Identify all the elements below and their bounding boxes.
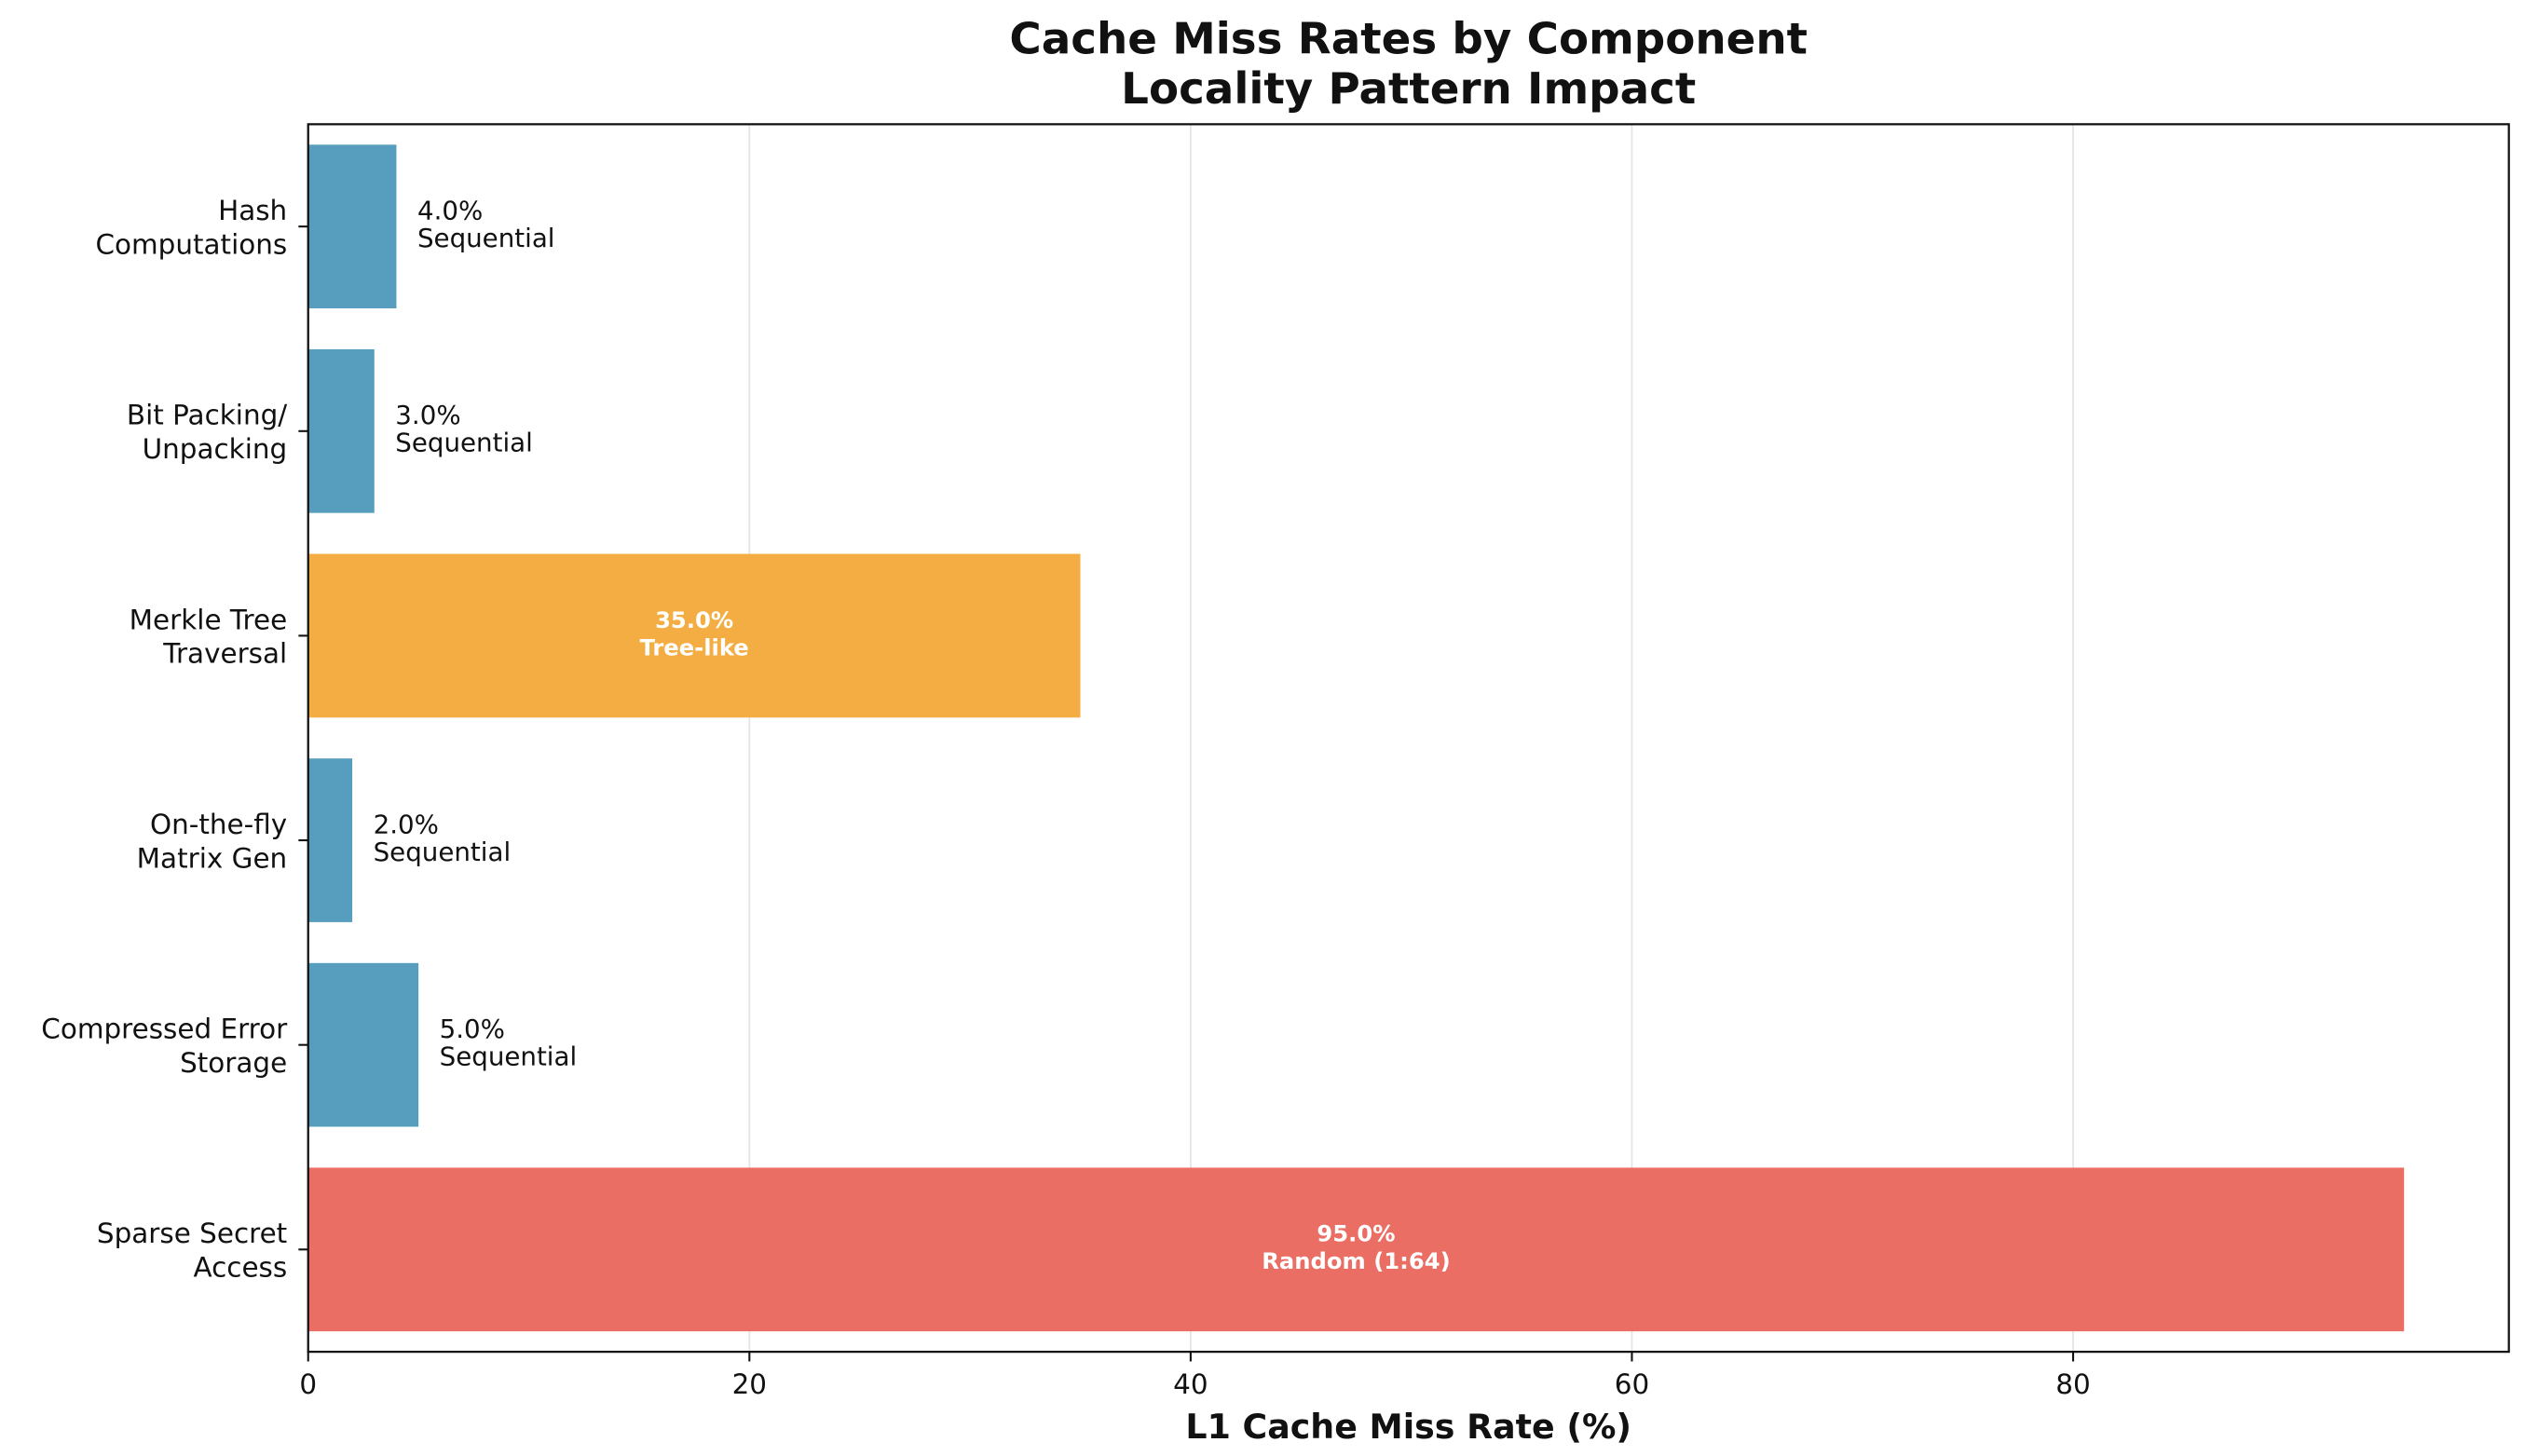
y-tick-label: Sparse Secret — [97, 1218, 287, 1249]
y-tick-label: Matrix Gen — [137, 842, 288, 874]
pattern-label: Sequential — [417, 223, 555, 253]
x-axis-label: L1 Cache Miss Rate (%) — [1185, 1407, 1631, 1447]
pattern-label: Tree-like — [639, 633, 748, 660]
y-tick-label: Computations — [95, 228, 287, 260]
value-label: 4.0% — [417, 196, 483, 226]
x-tick-label: 80 — [2055, 1368, 2090, 1400]
bar — [307, 348, 375, 513]
plot-frame — [307, 123, 2510, 1354]
x-tick-label: 20 — [732, 1368, 767, 1400]
chart-title: Cache Miss Rates by Component — [1009, 15, 1808, 65]
y-tick-label: Hash — [218, 195, 287, 226]
y-tick-label: Compressed Error — [41, 1014, 288, 1045]
bar — [307, 1167, 2405, 1332]
x-tick-label: 60 — [1615, 1368, 1649, 1400]
value-label: 3.0% — [395, 400, 460, 430]
bar — [307, 962, 419, 1127]
value-label: 35.0% — [655, 606, 733, 633]
y-tick-label: Storage — [180, 1047, 287, 1079]
bar — [307, 758, 353, 922]
pattern-label: Sequential — [374, 837, 512, 867]
x-tick-label: 0 — [299, 1368, 317, 1400]
x-tick-label: 40 — [1173, 1368, 1208, 1400]
y-tick-label: Unpacking — [143, 433, 288, 465]
bar — [307, 144, 397, 309]
pattern-label: Sequential — [440, 1041, 578, 1072]
y-tick-label: On-the-fly — [150, 809, 287, 840]
y-tick-label: Bit Packing/ — [127, 400, 287, 431]
y-tick-label: Access — [193, 1252, 287, 1284]
value-label: 2.0% — [374, 809, 439, 839]
pattern-label: Random (1:64) — [1262, 1247, 1450, 1274]
pattern-label: Sequential — [395, 428, 533, 458]
value-label: 95.0% — [1317, 1220, 1395, 1247]
value-label: 5.0% — [440, 1014, 505, 1044]
chart-subtitle: Locality Pattern Impact — [1121, 64, 1696, 115]
y-tick-label: Traversal — [162, 638, 287, 670]
y-tick-label: Merkle Tree — [130, 604, 288, 635]
bar — [307, 553, 1081, 718]
